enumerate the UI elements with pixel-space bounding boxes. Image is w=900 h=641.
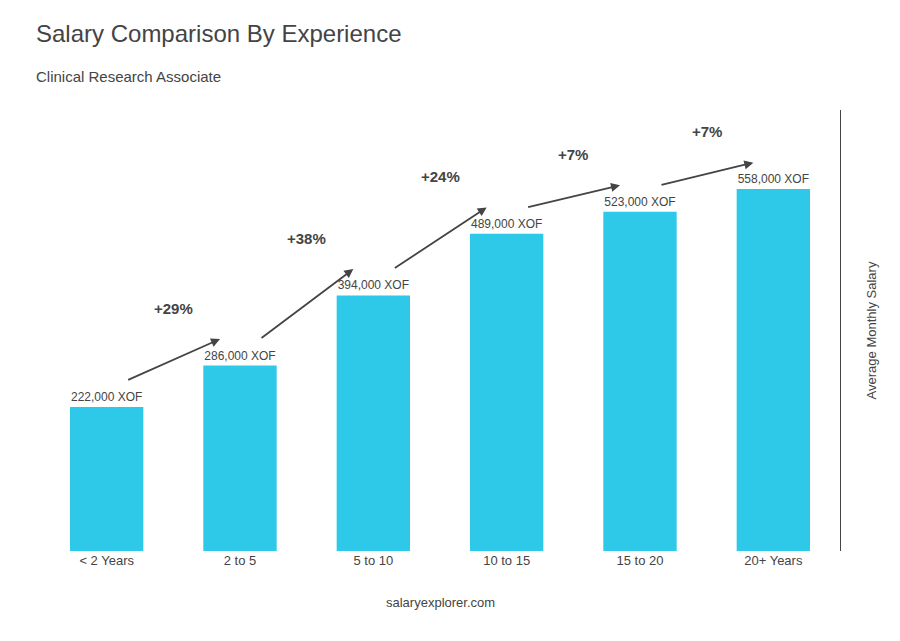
svg-text:< 2 Years: < 2 Years [79,553,134,568]
svg-text:286,000 XOF: 286,000 XOF [204,349,275,363]
svg-text:+38%: +38% [287,230,326,247]
svg-text:Clinical Research Associate: Clinical Research Associate [36,68,221,85]
svg-text:523,000 XOF: 523,000 XOF [604,195,675,209]
svg-text:15 to 20: 15 to 20 [617,553,664,568]
svg-text:+7%: +7% [692,123,722,140]
svg-text:5 to 10: 5 to 10 [353,553,393,568]
svg-text:Salary Comparison By Experienc: Salary Comparison By Experience [36,20,402,47]
svg-text:Average Monthly Salary: Average Monthly Salary [864,261,879,399]
svg-text:+7%: +7% [558,146,588,163]
svg-text:+29%: +29% [154,300,193,317]
svg-text:+24%: +24% [421,168,460,185]
svg-text:558,000 XOF: 558,000 XOF [738,172,809,186]
svg-text:489,000 XOF: 489,000 XOF [471,217,542,231]
svg-text:salaryexplorer.com: salaryexplorer.com [386,595,495,610]
svg-text:20+ Years: 20+ Years [744,553,803,568]
svg-text:394,000 XOF: 394,000 XOF [338,278,409,292]
svg-text:222,000 XOF: 222,000 XOF [71,390,142,404]
svg-text:2 to 5: 2 to 5 [224,553,257,568]
svg-text:10 to 15: 10 to 15 [483,553,530,568]
